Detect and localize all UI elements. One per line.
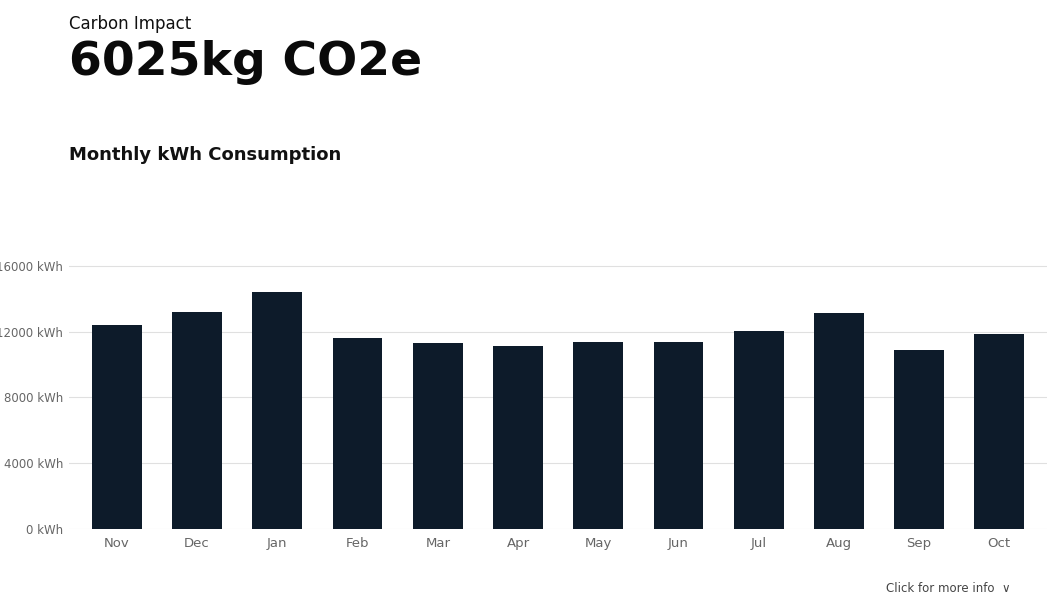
Bar [734,331,784,529]
Text: Carbon Impact: Carbon Impact [69,15,191,33]
Bar [172,312,222,529]
Bar [573,342,623,529]
Bar [253,292,303,529]
Bar [894,350,944,529]
Bar [974,334,1024,529]
Bar [92,325,142,529]
Bar [413,343,462,529]
Text: 6025kg CO2e: 6025kg CO2e [69,40,422,85]
Bar [493,345,543,529]
Text: Monthly kWh Consumption: Monthly kWh Consumption [69,146,341,164]
Bar [814,314,863,529]
Bar [332,338,382,529]
Text: Click for more info  ∨: Click for more info ∨ [886,582,1010,595]
Bar [654,342,704,529]
